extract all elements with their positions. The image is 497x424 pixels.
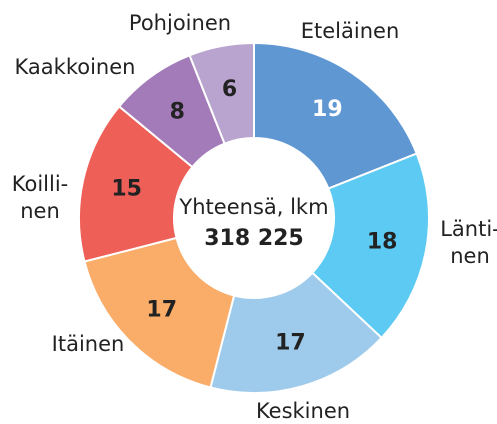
category-label: nen — [450, 244, 490, 268]
value-label: 17 — [275, 330, 306, 355]
value-label: 15 — [111, 177, 142, 202]
value-label: 19 — [312, 97, 343, 122]
value-label: 18 — [367, 229, 398, 254]
value-label: 17 — [146, 297, 177, 322]
donut-segment — [188, 41, 255, 145]
donut-segment — [83, 236, 236, 389]
category-label: Länti- — [440, 217, 497, 241]
donut-segment — [253, 41, 419, 190]
category-label: Eteläinen — [301, 19, 400, 43]
category-label: Pohjoinen — [129, 11, 231, 35]
center-total: 318 225 — [204, 226, 304, 251]
category-label: Keskinen — [256, 399, 350, 423]
category-label: Koilli- — [12, 172, 69, 196]
donut-segment — [209, 271, 383, 394]
donut-segment — [310, 152, 430, 340]
category-label: Itäinen — [52, 332, 125, 356]
category-label: nen — [20, 199, 60, 223]
center-label: Yhteensä, lkm — [178, 195, 328, 219]
category-label: Kaakkoinen — [15, 55, 136, 79]
value-label: 6 — [222, 77, 237, 102]
value-label: 8 — [170, 99, 185, 124]
